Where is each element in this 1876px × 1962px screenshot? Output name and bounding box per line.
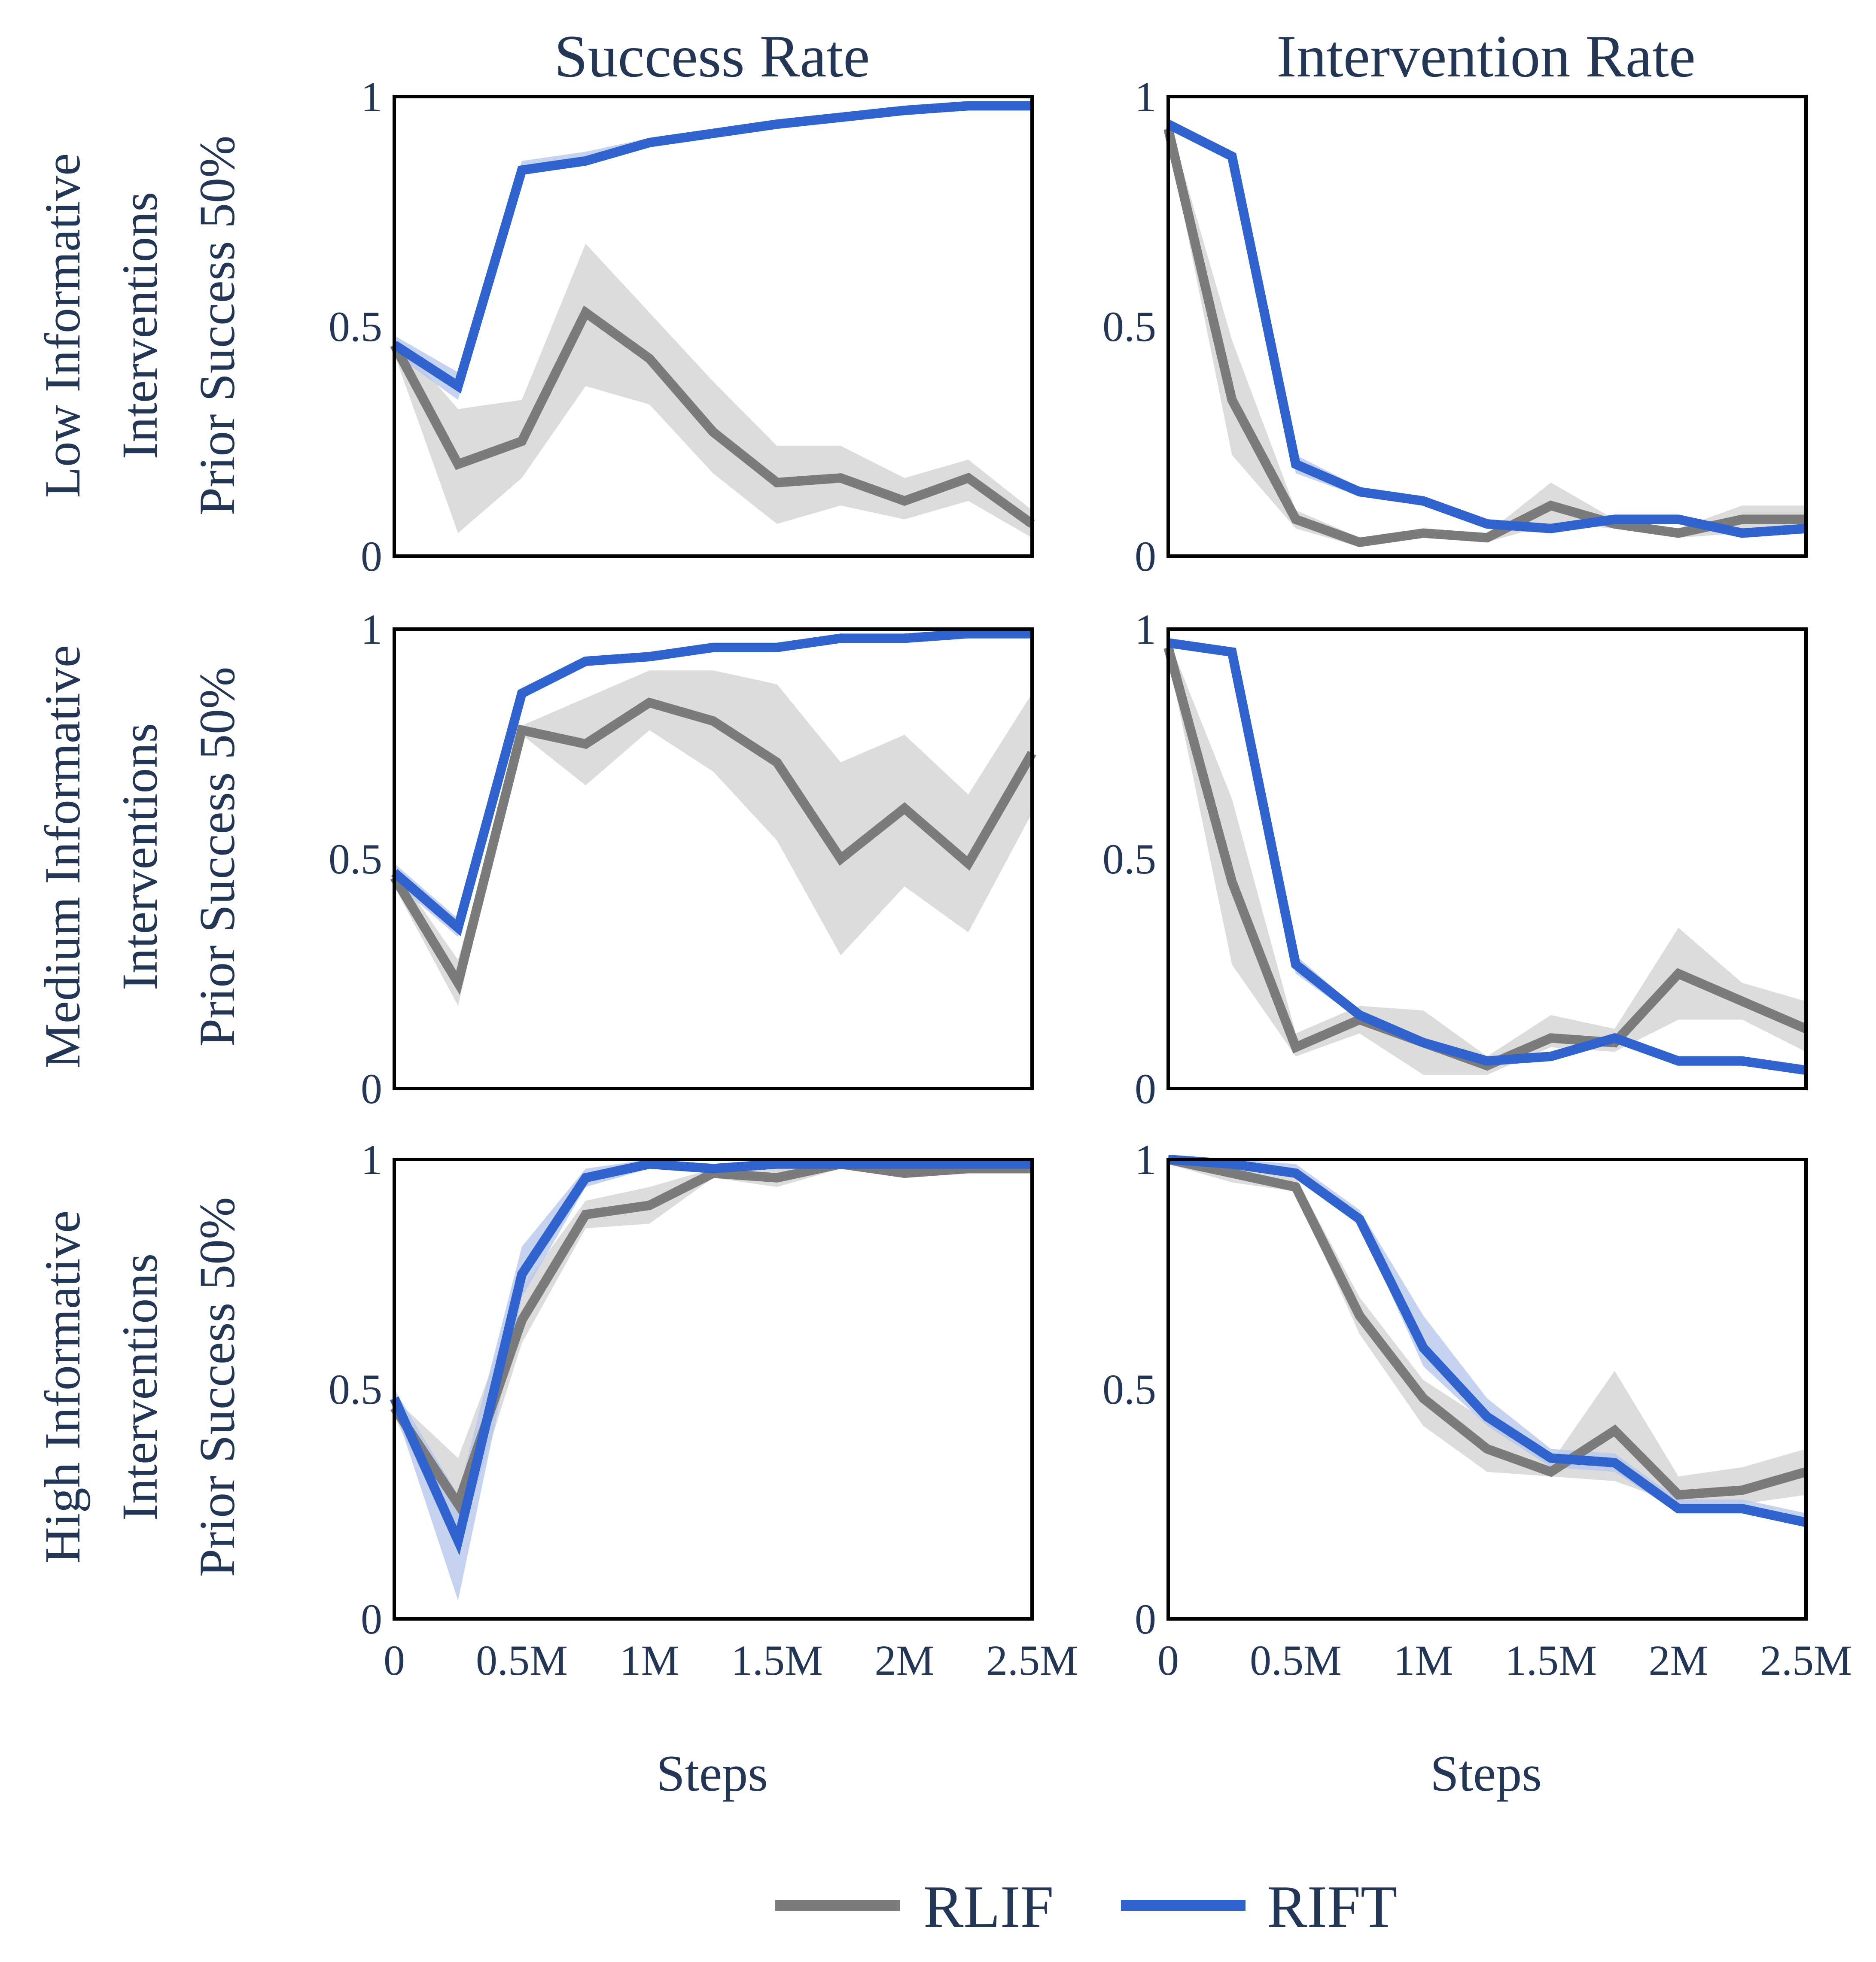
band-rlif bbox=[394, 243, 1032, 538]
row-label-1-line-2: Interventions bbox=[112, 192, 168, 459]
line-rlif bbox=[390, 305, 1035, 528]
band-rlif bbox=[1168, 638, 1806, 1075]
column-title-success-rate: Success Rate bbox=[554, 23, 870, 90]
x-tick-label: 1.5M bbox=[1505, 1637, 1597, 1684]
row-label-3-line-3: Prior Success 50% bbox=[189, 1197, 245, 1577]
band-rift bbox=[394, 103, 1032, 400]
axes-frame bbox=[1166, 95, 1808, 558]
line-rlif bbox=[390, 697, 1036, 995]
line-rift bbox=[1168, 1155, 1807, 1527]
axes-frame bbox=[393, 627, 1034, 1090]
panel-row1-success: 00.51 bbox=[329, 73, 1035, 580]
y-tick-label: 0 bbox=[1135, 1595, 1156, 1643]
line-rift bbox=[1167, 638, 1807, 1075]
band-rlif bbox=[394, 1159, 1032, 1545]
panel-row1-intervention: 00.51 bbox=[1102, 73, 1808, 580]
y-tick-label: 1 bbox=[1135, 605, 1156, 653]
line-rift bbox=[391, 629, 1032, 937]
y-tick-label: 0.5 bbox=[329, 303, 382, 350]
line-rift bbox=[1166, 120, 1806, 538]
y-tick-label: 1 bbox=[361, 73, 382, 121]
band-rlif bbox=[394, 670, 1032, 1006]
row-label-3: High Informative Interventions Prior Suc… bbox=[34, 1197, 245, 1577]
x-tick-label: 0 bbox=[384, 1637, 405, 1684]
y-tick-label: 0 bbox=[361, 1065, 382, 1113]
panel-row3-success: 0 0.5 1 0 0.5M 1M 1.5M 2M 2.5M bbox=[329, 1136, 1078, 1684]
row-label-2-line-2: Interventions bbox=[112, 723, 168, 991]
x-tick-label: 2.5M bbox=[986, 1637, 1078, 1684]
y-tick-label: 0 bbox=[1135, 532, 1156, 580]
row-label-1-line-1: Low Informative bbox=[34, 153, 91, 498]
y-tick-label: 0.5 bbox=[329, 835, 382, 883]
panel-row2-intervention: 00.51 bbox=[1102, 605, 1808, 1113]
x-tick-label: 2M bbox=[875, 1637, 935, 1684]
x-tick-label: 2.5M bbox=[1760, 1637, 1852, 1684]
x-tick-label: 0.5M bbox=[476, 1637, 568, 1684]
axes-frame bbox=[393, 95, 1034, 558]
row-label-2: Medium Informative Interventions Prior S… bbox=[34, 645, 245, 1068]
x-axis-label-right: Steps bbox=[1430, 1745, 1542, 1802]
x-tick-label: 0 bbox=[1157, 1637, 1179, 1684]
line-rift bbox=[390, 1159, 1032, 1556]
band-rift bbox=[394, 1159, 1032, 1601]
axes-frame bbox=[1166, 1158, 1808, 1621]
row-label-2-line-1: Medium Informative bbox=[34, 645, 91, 1068]
y-tick-label: 0 bbox=[361, 1595, 382, 1643]
row-label-2-line-3: Prior Success 50% bbox=[189, 667, 245, 1047]
line-rlif bbox=[1167, 1155, 1808, 1500]
y-tick-label: 0 bbox=[361, 532, 382, 580]
row-label-3-line-2: Interventions bbox=[112, 1253, 168, 1521]
y-tick-label: 0.5 bbox=[1102, 303, 1156, 350]
panel-row2-success: 00.51 bbox=[329, 605, 1036, 1113]
x-tick-label: 0.5M bbox=[1250, 1637, 1342, 1684]
x-tick-label: 1M bbox=[620, 1637, 679, 1684]
row-label-1: Low Informative Interventions Prior Succ… bbox=[34, 136, 245, 516]
y-tick-label: 1 bbox=[361, 605, 382, 653]
y-tick-label: 0.5 bbox=[329, 1366, 382, 1413]
x-tick-label: 1M bbox=[1394, 1637, 1453, 1684]
column-title-intervention-rate: Intervention Rate bbox=[1276, 23, 1696, 90]
panel-row3-intervention: 0 0.5 1 0 0.5M 1M 1.5M 2M 2.5M bbox=[1102, 1136, 1852, 1684]
line-rlif bbox=[390, 1159, 1032, 1515]
y-tick-label: 0.5 bbox=[1102, 835, 1156, 883]
axes-frame bbox=[1166, 627, 1808, 1090]
legend: RLIF RIFT bbox=[775, 1874, 1397, 1940]
y-tick-label: 1 bbox=[361, 1136, 382, 1183]
row-label-3-line-1: High Informative bbox=[34, 1211, 91, 1564]
row-label-1-line-3: Prior Success 50% bbox=[189, 136, 245, 516]
y-tick-label: 1 bbox=[1135, 73, 1156, 121]
x-tick-label: 1.5M bbox=[731, 1637, 823, 1684]
x-axis-label-left: Steps bbox=[656, 1745, 768, 1802]
axes-frame bbox=[393, 1158, 1034, 1621]
line-rift bbox=[392, 101, 1032, 394]
y-tick-label: 0 bbox=[1135, 1065, 1156, 1113]
legend-label-rlif: RLIF bbox=[923, 1874, 1054, 1940]
y-tick-label: 0.5 bbox=[1102, 1366, 1156, 1413]
x-tick-label: 2M bbox=[1649, 1637, 1708, 1684]
y-tick-label: 1 bbox=[1135, 1136, 1156, 1183]
legend-label-rift: RIFT bbox=[1267, 1874, 1397, 1940]
